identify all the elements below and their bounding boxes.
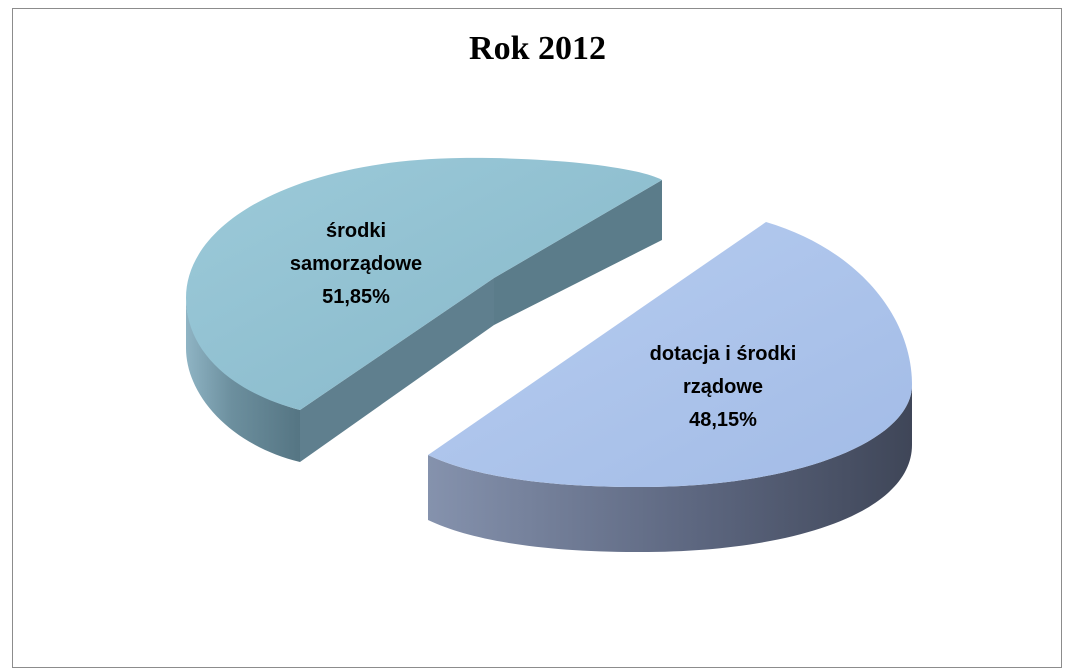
chart-title: Rok 2012 [469,30,606,67]
slice-b-label-line-2: rządowe [683,376,763,398]
slice-a-cut-face [300,278,494,462]
slice-a-back-wall [494,180,662,325]
slice-b-label-line-1: dotacja i środki [650,343,797,365]
pie-slice-srodki-samorzadowe: środki samorządowe 51,85% [186,157,662,462]
slice-a-outer-side [186,298,300,462]
pie-slice-dotacja-i-srodki-rzadowe: dotacja i środki rządowe 48,15% [428,222,912,552]
slice-b-outer-side [428,385,912,552]
slice-a-value: 51,85% [322,286,390,308]
slice-a-label-line-1: środki [326,220,386,242]
slice-b-top-face [428,222,912,487]
slice-a-top-face [186,157,662,410]
slice-b-value: 48,15% [689,409,757,431]
slice-a-label-line-2: samorządowe [290,253,422,275]
